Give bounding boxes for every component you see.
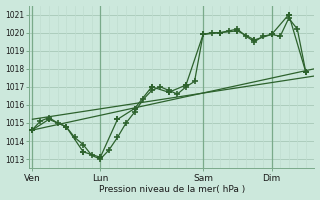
X-axis label: Pression niveau de la mer( hPa ): Pression niveau de la mer( hPa ) xyxy=(99,185,245,194)
